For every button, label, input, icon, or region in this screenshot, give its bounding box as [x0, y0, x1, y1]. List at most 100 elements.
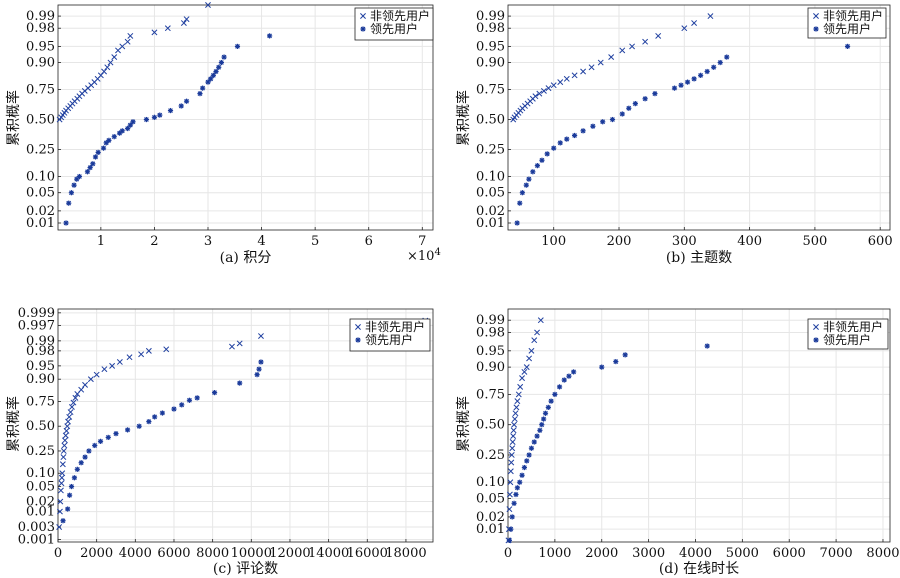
chart-d-y-tick-label: 0.95	[476, 344, 505, 359]
chart-c-point-nonlead	[61, 442, 68, 449]
chart-a-y-tick-label: 0.99	[26, 9, 55, 24]
chart-b-point-nonlead	[557, 79, 564, 86]
chart-c-point-nonlead	[138, 351, 145, 358]
chart-b-point-lead	[544, 151, 550, 157]
chart-c-point-nonlead	[60, 454, 67, 461]
chart-d-y-tick-label: 0.90	[476, 360, 505, 375]
chart-a-y-tick-label: 0.25	[26, 143, 55, 158]
chart-d-point-nonlead	[509, 445, 516, 452]
chart-b-caption: (b) 主题数	[666, 250, 732, 266]
chart-a-y-tick-label: 0.95	[26, 39, 55, 54]
chart-d: 0 1000 2000 3000 4000 5000 6000 7000 80000.010.0…	[455, 308, 900, 577]
chart-b-point-lead	[724, 54, 730, 60]
chart-b-x-tick-label: 300	[672, 234, 697, 249]
chart-a-point-nonlead	[111, 54, 118, 61]
chart-b-point-lead	[844, 43, 851, 50]
chart-a: 1 2 3 4 5 6 7×104 0.010.02 0.050.10 0.25 0.50 0.75 0…	[5, 2, 441, 266]
chart-c-y-tick-label: 0.003	[18, 520, 55, 535]
chart-a-point-lead	[234, 43, 241, 50]
chart-c-point-lead	[92, 442, 98, 449]
chart-d-point-lead	[539, 422, 545, 428]
chart-c-y-axis-label: 累积概率	[5, 396, 22, 452]
chart-d-point-lead	[524, 458, 530, 464]
chart-a-point-lead	[111, 134, 117, 140]
chart-c-point-nonlead	[58, 480, 65, 487]
chart-c-series-group	[56, 317, 429, 530]
chart-c-y-tick-label: 0.01	[26, 505, 55, 520]
chart-c-x-tick-label: 6000	[157, 546, 190, 561]
chart-a-x-multiplier: ×104	[407, 247, 441, 264]
chart-b-y-tick-label: 0.10	[476, 170, 505, 185]
chart-c-y-tick-label: 0.05	[26, 480, 55, 495]
chart-b-point-lead	[514, 220, 520, 226]
chart-d-point-nonlead	[534, 329, 541, 336]
chart-a-x-tick-label: 7	[418, 234, 426, 249]
chart-a-y-axis-label: 累积概率	[5, 90, 22, 146]
chart-b-y-tick-label: 0.95	[476, 39, 505, 54]
chart-a-point-lead	[200, 85, 206, 91]
chart-a-x-tick-label: 4	[257, 234, 265, 249]
chart-d-x-tick-label: 1000	[538, 546, 571, 561]
chart-c-point-lead	[171, 406, 177, 412]
chart-c-point-lead	[136, 423, 142, 429]
chart-b-point-lead	[671, 85, 678, 91]
chart-d-point-nonlead	[517, 383, 524, 390]
chart-b-point-nonlead	[691, 20, 698, 26]
chart-a-point-nonlead	[151, 29, 158, 36]
chart-a-y-tick-label: 0.90	[26, 56, 55, 71]
chart-c-point-lead	[237, 380, 243, 386]
chart-d-point-lead	[561, 377, 567, 383]
chart-b-point-lead	[517, 200, 523, 206]
chart-a-legend-label: 领先用户	[370, 21, 418, 36]
chart-b-point-lead	[580, 128, 586, 134]
chart-d-caption: (d) 在线时长	[659, 561, 739, 577]
chart-b-y-tick-label: 0.75	[476, 83, 505, 98]
chart-d-point-nonlead	[523, 364, 530, 371]
chart-d-point-lead	[519, 472, 525, 478]
chart-d-point-lead	[599, 364, 605, 370]
chart-b-point-nonlead	[563, 75, 570, 82]
chart-c-point-nonlead	[59, 470, 66, 477]
chart-b-plot-area	[507, 4, 891, 231]
chart-c-x-tick-label: 16000	[347, 546, 388, 561]
chart-a-legend-marker-lead	[360, 26, 366, 32]
chart-c-point-nonlead	[62, 437, 68, 444]
chart-c-y-tick-label: 0.98	[26, 344, 55, 359]
chart-c-point-nonlead	[70, 399, 77, 406]
chart-a-point-nonlead	[183, 16, 190, 23]
chart-b-point-lead	[711, 64, 717, 70]
chart-d-y-tick-label: 0.05	[476, 492, 505, 507]
chart-c-point-lead	[60, 518, 66, 524]
chart-a-x-tick-label: 3	[204, 234, 212, 249]
chart-c-legend-marker-lead	[355, 337, 361, 343]
chart-d-point-lead	[571, 369, 577, 375]
chart-b-y-tick-label: 0.25	[476, 143, 505, 158]
chart-a-point-lead	[63, 220, 69, 226]
chart-d-point-nonlead	[506, 491, 513, 498]
chart-a-point-lead	[106, 137, 112, 143]
chart-d-x-tick-label: 0	[504, 546, 512, 561]
chart-b-point-lead	[678, 82, 684, 88]
chart-c-legend-label: 非领先用户	[365, 319, 425, 334]
chart-b-point-lead	[704, 68, 710, 75]
chart-b-point-lead	[652, 91, 658, 97]
chart-a-point-lead	[119, 128, 125, 134]
chart-d-y-tick-label: 0.10	[476, 475, 505, 490]
chart-c-point-lead	[146, 419, 152, 425]
chart-b-point-lead	[530, 169, 536, 175]
chart-c-panel: 0 2000 4000 6000 8000 10000 12000 14000 16000 180…	[0, 289, 450, 578]
chart-a-caption: (a) 积分	[220, 250, 272, 266]
chart-d-x-tick-label: 7000	[820, 546, 853, 561]
chart-d-x-tick-label: 5000	[726, 546, 759, 561]
chart-d-point-lead	[556, 384, 563, 390]
chart-c-point-nonlead	[145, 347, 152, 354]
chart-d-point-lead	[511, 500, 517, 506]
chart-a-y-tick-label: 0.02	[26, 204, 55, 219]
chart-d-legend-label: 非领先用户	[823, 319, 883, 334]
chart-a-point-nonlead	[119, 43, 126, 50]
chart-c-legend-label: 领先用户	[365, 332, 413, 347]
chart-b-point-lead	[619, 111, 625, 117]
chart-d-point-nonlead	[512, 410, 519, 417]
